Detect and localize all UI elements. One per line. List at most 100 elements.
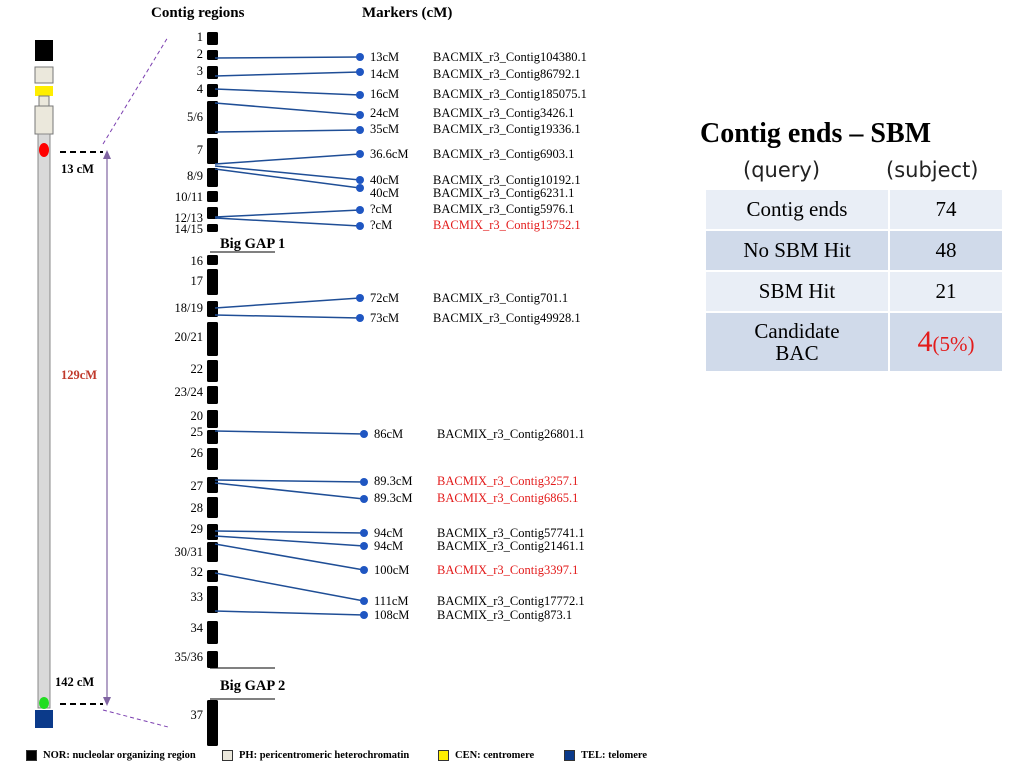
chromosome-ideogram bbox=[34, 40, 54, 728]
marker-links bbox=[214, 53, 368, 619]
marker-link-line bbox=[214, 479, 365, 483]
legend-swatch bbox=[438, 750, 449, 761]
contig-block bbox=[207, 410, 218, 428]
contig-block bbox=[207, 269, 218, 295]
span-arrow-top bbox=[103, 150, 111, 159]
marker-dot bbox=[356, 111, 364, 119]
contig-block bbox=[207, 138, 218, 164]
contig-block bbox=[207, 168, 218, 187]
marker-cm-label: 40cM bbox=[370, 173, 400, 187]
contig-region-label: 12/13 bbox=[174, 211, 203, 225]
legend-item-tel: TEL: telomere bbox=[564, 750, 647, 761]
legend-label: CEN: centromere bbox=[455, 750, 535, 761]
contig-block bbox=[207, 542, 218, 562]
legend-label: PH: pericentromeric heterochromatin bbox=[239, 750, 410, 761]
table-cell-label: No SBM Hit bbox=[704, 229, 890, 272]
contig-block bbox=[207, 66, 218, 79]
marker-dot bbox=[360, 542, 368, 550]
legend-label: TEL: telomere bbox=[581, 750, 647, 761]
marker-contig-name: BACMIX_r3_Contig13752.1 bbox=[433, 218, 581, 232]
table-cell-value: 74 bbox=[888, 188, 1004, 231]
marker-contig-name: BACMIX_r3_Contig873.1 bbox=[437, 608, 573, 622]
gap-lines bbox=[210, 251, 275, 700]
marker-link-line bbox=[214, 543, 365, 571]
marker-link-line bbox=[214, 153, 361, 165]
contig-region-label: 2 bbox=[196, 47, 203, 61]
marker-contig-name: BACMIX_r3_Contig19336.1 bbox=[433, 122, 581, 136]
contig-block bbox=[207, 207, 218, 219]
marker-dot bbox=[356, 206, 364, 214]
table-row: SBM Hit 21 bbox=[704, 270, 1004, 313]
contig-region-label: 3 bbox=[196, 64, 203, 78]
table-row: Candidate BAC 4(5%) bbox=[704, 311, 1004, 373]
marker-contig-name: BACMIX_r3_Contig6231.1 bbox=[433, 186, 575, 200]
marker-dot bbox=[356, 91, 364, 99]
cm-label-top: 13 cM bbox=[61, 162, 94, 176]
ph-block-top bbox=[34, 66, 54, 84]
contig-block bbox=[207, 255, 218, 265]
contig-block bbox=[207, 430, 218, 444]
marker-contig-name: BACMIX_r3_Contig86792.1 bbox=[433, 67, 581, 81]
marker-link-line bbox=[214, 168, 361, 189]
contig-region-label: 20 bbox=[190, 409, 204, 423]
marker-link-line bbox=[214, 129, 361, 133]
marker-dot bbox=[356, 150, 364, 158]
contig-region-label: 7 bbox=[196, 143, 203, 157]
marker-cm-label: 13cM bbox=[370, 50, 400, 64]
marker-contig-name: BACMIX_r3_Contig10192.1 bbox=[433, 173, 581, 187]
marker-contig-name: BACMIX_r3_Contig6903.1 bbox=[433, 147, 575, 161]
contig-region-label: 4 bbox=[196, 82, 203, 96]
marker-contig-name: BACMIX_r3_Contig3426.1 bbox=[433, 106, 575, 120]
contig-block bbox=[207, 586, 218, 613]
marker-contig-name: BACMIX_r3_Contig26801.1 bbox=[437, 427, 585, 441]
contig-block bbox=[207, 448, 218, 470]
marker-contig-name: BACMIX_r3_Contig701.1 bbox=[433, 291, 569, 305]
contig-block bbox=[207, 700, 218, 746]
marker-cm-label: 24cM bbox=[370, 106, 400, 120]
marker-contig-name: BACMIX_r3_Contig6865.1 bbox=[437, 491, 579, 505]
marker-dot bbox=[356, 294, 364, 302]
marker-dot bbox=[360, 611, 368, 619]
legend-swatch bbox=[26, 750, 37, 761]
summary-title: Contig ends – SBM bbox=[700, 118, 932, 149]
contig-region-label: 37 bbox=[190, 708, 204, 722]
contig-block bbox=[207, 386, 218, 404]
marker-link-line bbox=[214, 88, 361, 96]
marker-dot bbox=[356, 68, 364, 76]
contig-region-label: 33 bbox=[190, 590, 204, 604]
marker-link-line bbox=[214, 572, 365, 602]
candidate-label-line2: BAC bbox=[775, 341, 819, 365]
contig-region-label: 22 bbox=[190, 362, 204, 376]
contig-region-label: 34 bbox=[190, 621, 204, 635]
contig-region-label: 10/11 bbox=[174, 190, 203, 204]
contig-block bbox=[207, 360, 218, 382]
marker-cm-label: 100cM bbox=[374, 563, 410, 577]
table-cell-value: 21 bbox=[888, 270, 1004, 313]
legend-item-ph: PH: pericentromeric heterochromatin bbox=[222, 750, 409, 761]
marker-contig-name: BACMIX_r3_Contig21461.1 bbox=[437, 539, 585, 553]
contig-block bbox=[207, 84, 218, 97]
marker-cm-label: 108cM bbox=[374, 608, 410, 622]
marker-link-line bbox=[214, 71, 361, 77]
contig-region-label: 1 bbox=[196, 30, 203, 44]
marker-dot bbox=[360, 529, 368, 537]
legend-swatch bbox=[222, 750, 233, 761]
contig-block bbox=[207, 301, 218, 317]
chromosome-arm bbox=[37, 133, 51, 709]
marker-link-line bbox=[214, 530, 365, 534]
marker-contig-name: BACMIX_r3_Contig5976.1 bbox=[433, 202, 575, 216]
contig-region-label: 30/31 bbox=[174, 545, 203, 559]
marker-cm-label: 89.3cM bbox=[374, 474, 413, 488]
marker-dot bbox=[356, 222, 364, 230]
nor-block bbox=[35, 40, 53, 61]
candidate-bac-label: Candidate BAC bbox=[704, 311, 890, 373]
centromere-marker bbox=[39, 143, 49, 157]
marker-cm-label: 35cM bbox=[370, 122, 400, 136]
query-column-header: (query) bbox=[743, 158, 821, 182]
marker-cm-label: 72cM bbox=[370, 291, 400, 305]
marker-cm-label: ?cM bbox=[370, 218, 393, 232]
table-row: No SBM Hit 48 bbox=[704, 229, 1004, 272]
contig-blocks bbox=[207, 32, 218, 746]
marker-link-line bbox=[214, 482, 365, 500]
span-arrow-bottom bbox=[103, 697, 111, 706]
